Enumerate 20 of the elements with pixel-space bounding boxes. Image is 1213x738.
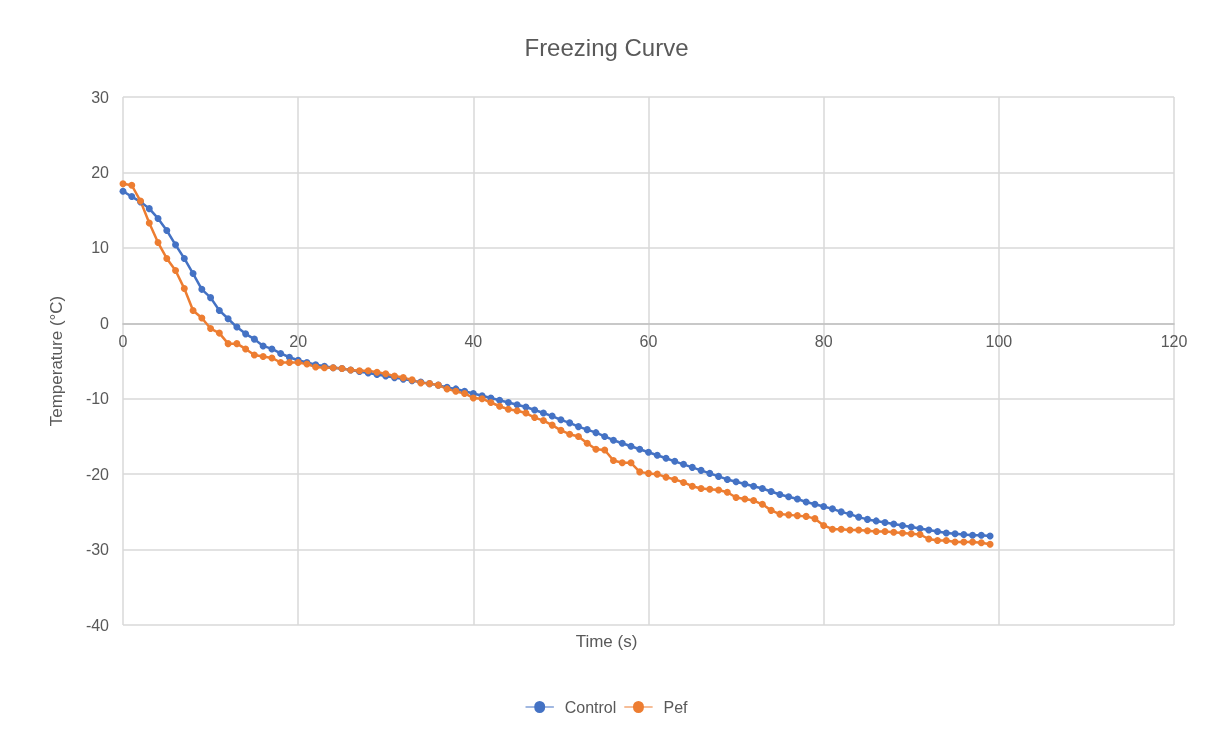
y-tick-label: -10	[85, 390, 110, 408]
y-tick-label: -30	[85, 541, 110, 559]
x-tick-label: 20	[289, 332, 308, 350]
y-tick-label: -40	[85, 616, 110, 634]
x-tick-label: 60	[639, 332, 658, 350]
y-tick-label: 20	[91, 163, 110, 181]
y-tick-label: -20	[85, 465, 110, 483]
x-tick-label: 0	[118, 332, 128, 350]
x-tick-label: 40	[464, 332, 483, 350]
x-tick-label: 120	[1160, 332, 1188, 350]
x-tick-label: 80	[814, 332, 833, 350]
y-tick-label: 30	[91, 88, 110, 106]
x-tick-label: 100	[985, 332, 1013, 350]
y-tick-label: 0	[100, 314, 110, 332]
chart-title: Freezing Curve	[524, 33, 689, 61]
y-tick-label: 10	[91, 239, 110, 257]
legend-label: Control	[564, 698, 617, 716]
y-axis-title: Temperature (°C)	[47, 295, 66, 427]
x-axis-title: Time (s)	[575, 632, 638, 651]
legend-label: Pef	[663, 698, 689, 716]
